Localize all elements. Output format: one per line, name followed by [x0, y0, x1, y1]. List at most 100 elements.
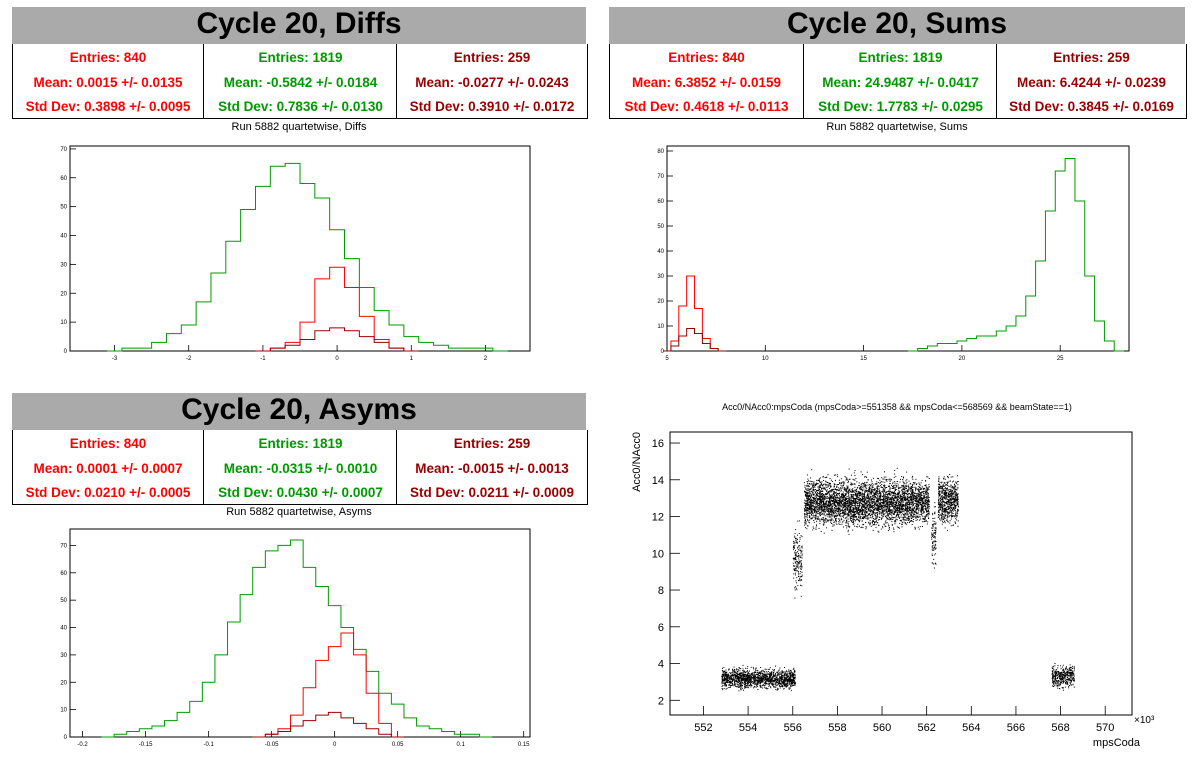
scatter-point [780, 679, 782, 681]
scatter-point [785, 673, 787, 675]
scatter-point [865, 514, 867, 516]
scatter-point [812, 510, 814, 512]
scatter-point [725, 673, 727, 675]
scatter-point [760, 667, 762, 668]
scatter-point [782, 682, 784, 683]
scatter-point [875, 520, 877, 522]
scatter-point [864, 484, 866, 486]
scatter-point [844, 510, 846, 512]
scatter-point [747, 680, 749, 681]
scatter-point [833, 483, 835, 485]
scatter-point [863, 523, 865, 525]
scatter-point [839, 508, 841, 510]
scatter-point [796, 541, 798, 543]
x-tick-label: 5 [665, 356, 669, 362]
asyms-plot-title: Run 5882 quartetwise, Asyms [226, 506, 372, 518]
scatter-point [849, 489, 851, 491]
y-tick-label: 40 [60, 234, 67, 240]
scatter-point [918, 507, 920, 509]
scatter-point [911, 509, 913, 511]
scatter-point [891, 509, 893, 511]
scatter-point [852, 502, 854, 504]
scatter-point [809, 488, 811, 490]
scatter-point [858, 495, 860, 497]
scatter-point [739, 674, 741, 676]
scatter-point [776, 674, 778, 676]
scatter-point [857, 486, 859, 488]
scatter-point [748, 676, 750, 677]
scatter-point [756, 685, 758, 686]
scatter-point [804, 510, 806, 512]
scatter-point [734, 682, 736, 684]
scatter-point [759, 684, 761, 686]
scatter-point [891, 514, 893, 516]
scatter-point [734, 669, 735, 670]
scatter-point [856, 491, 858, 493]
scatter-point [796, 555, 798, 557]
scatter-point [842, 494, 844, 495]
scatter-point [816, 496, 817, 498]
scatter-point [849, 504, 850, 506]
scatter-point [928, 497, 930, 498]
scatter-point [875, 518, 877, 520]
histogram-series-1 [255, 266, 419, 352]
y-tick-label: 50 [60, 205, 67, 211]
scatter-point [782, 671, 784, 673]
y-tick-label: 70 [60, 147, 67, 153]
scatter-point [890, 499, 892, 501]
scatter-point [777, 689, 779, 690]
scatter-point [812, 486, 814, 488]
stddev-label: Std Dev: 0.3910 +/- 0.0172 [409, 99, 575, 114]
scatter-point [732, 678, 734, 680]
scatter-point [761, 681, 763, 683]
scatter-point [911, 491, 912, 493]
scatter-point [820, 497, 822, 499]
scatter-point [752, 682, 754, 684]
scatter-point [737, 681, 738, 683]
scatter-point [851, 500, 853, 502]
scatter-point [775, 688, 777, 690]
scatter-point [799, 545, 801, 547]
scatter-point [903, 517, 905, 518]
scatter-point [888, 509, 890, 511]
scatter-point [750, 674, 752, 676]
scatter-point [906, 498, 908, 500]
scatter-point [894, 503, 896, 505]
scatter-point [766, 679, 768, 681]
x-tick-label: 0 [335, 356, 339, 362]
x-tick-label: 25 [1057, 356, 1064, 362]
scatter-point [783, 679, 784, 681]
scatter-point [780, 678, 782, 680]
scatter-point [884, 521, 886, 523]
scatter-point [845, 494, 847, 496]
scatter-point [820, 515, 821, 517]
scatter-point [844, 501, 846, 503]
scatter-point [760, 675, 762, 677]
scatter-point [789, 675, 791, 677]
scatter-point [810, 508, 811, 510]
scatter-point [777, 679, 779, 680]
scatter-point [915, 510, 917, 512]
scatter-point [848, 513, 850, 515]
scatter-point [818, 509, 820, 511]
scatter-point [871, 515, 873, 517]
scatter-point [884, 495, 886, 497]
scatter-point [822, 498, 824, 500]
scatter-point [874, 488, 876, 490]
scatter-point [765, 680, 767, 682]
scatter-point [740, 688, 741, 690]
scatter-point [860, 494, 862, 496]
scatter-point [754, 675, 756, 677]
scatter-point [816, 511, 818, 513]
scatter-point [753, 683, 755, 685]
scatter-point [760, 678, 762, 680]
scatter-point [839, 487, 841, 489]
scatter-point [869, 492, 871, 494]
scatter-point [906, 513, 908, 515]
scatter-point [837, 501, 839, 503]
scatter-point [835, 514, 837, 516]
scatter-point [866, 471, 868, 473]
scatter-point [920, 488, 922, 489]
scatter-point [732, 674, 734, 676]
